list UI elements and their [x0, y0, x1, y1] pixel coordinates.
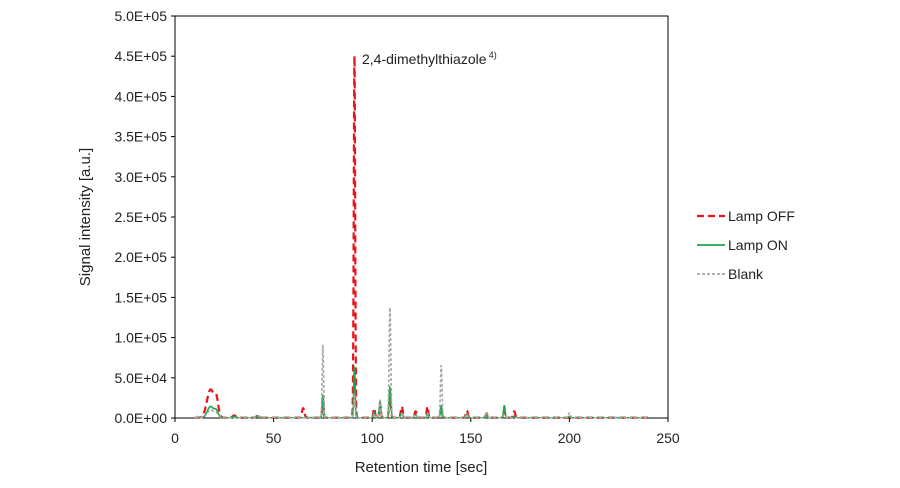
- annotation-label: 2,4-dimethylthiazole: [362, 51, 487, 67]
- x-tick-label: 150: [459, 430, 483, 446]
- y-axis-ticks: 0.0E+00 5.0E+04 1.0E+05 1.5E+05 2.0E+05 2.5E+…: [114, 8, 175, 426]
- y-tick-label: 3.0E+05: [114, 169, 167, 185]
- x-tick-label: 100: [361, 430, 385, 446]
- x-tick-label: 50: [266, 430, 282, 446]
- y-axis-title: Signal intensity [a.u.]: [77, 148, 94, 286]
- legend: Lamp OFF Lamp ON Blank: [697, 208, 795, 282]
- series-line-lamp-on: [194, 366, 649, 419]
- y-tick-label: 5.0E+04: [114, 370, 167, 386]
- x-tick-label: 0: [171, 430, 179, 446]
- y-tick-label: 1.5E+05: [114, 289, 167, 305]
- plot-area: [174, 15, 669, 419]
- x-tick-label: 250: [656, 430, 680, 446]
- y-tick-label: 0.0E+00: [114, 410, 167, 426]
- peak-annotation: 2,4-dimethylthiazole 4): [362, 50, 497, 67]
- series-layer: [193, 54, 650, 419]
- y-tick-label: 1.0E+05: [114, 330, 167, 346]
- x-axis-ticks: 0 50 100 150 200 250: [171, 418, 680, 446]
- y-tick-label: 2.5E+05: [114, 209, 167, 225]
- y-tick-label: 3.5E+05: [114, 129, 167, 145]
- y-tick-label: 5.0E+05: [114, 8, 167, 24]
- y-tick-label: 4.5E+05: [114, 48, 167, 64]
- legend-label: Lamp ON: [728, 237, 788, 253]
- x-tick-label: 200: [558, 430, 582, 446]
- legend-label: Lamp OFF: [728, 208, 795, 224]
- series-line-blank: [194, 306, 649, 419]
- series-line-lamp-off: [193, 54, 650, 419]
- legend-label: Blank: [728, 266, 764, 282]
- x-axis-title: Retention time [sec]: [355, 459, 488, 476]
- y-tick-label: 4.0E+05: [114, 88, 167, 104]
- y-tick-label: 2.0E+05: [114, 249, 167, 265]
- annotation-superscript: 4): [489, 50, 497, 60]
